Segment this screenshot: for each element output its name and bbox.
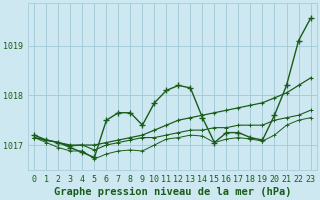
X-axis label: Graphe pression niveau de la mer (hPa): Graphe pression niveau de la mer (hPa) xyxy=(54,186,291,197)
